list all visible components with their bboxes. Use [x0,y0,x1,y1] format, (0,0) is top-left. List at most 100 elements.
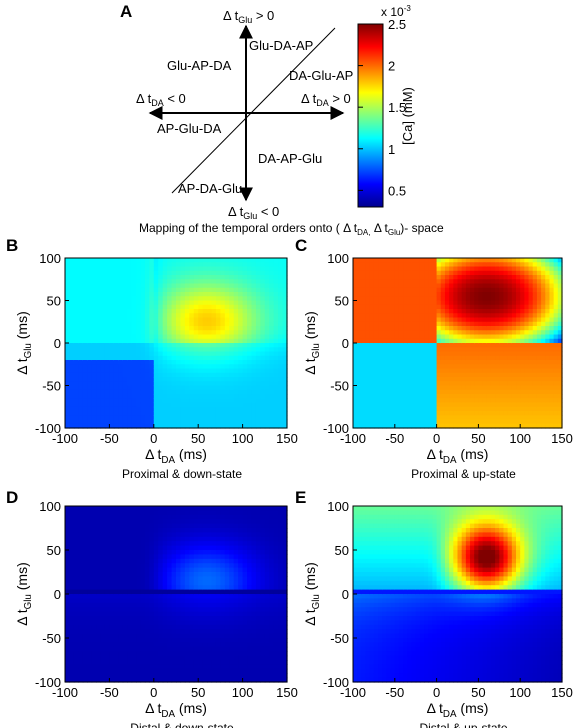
heatmap-cell [193,262,199,268]
heatmap-cell [403,304,408,310]
heatmap-cell [507,355,513,361]
heatmap-cell [394,313,400,319]
heatmap-cell [482,266,488,272]
heatmap-cell [158,563,164,569]
heatmap-cell [516,385,521,391]
heatmap-cell [436,394,442,399]
heatmap-cell [520,326,525,331]
heatmap-cell [398,330,404,336]
heatmap-cell [378,292,383,297]
heatmap-cell [144,532,150,538]
heatmap-cell [82,646,88,652]
heatmap-cell [553,377,559,382]
heatmap-cell [131,677,137,683]
heatmap-cell [382,313,388,319]
heatmap-cell [369,394,375,399]
heatmap-cell [482,258,488,263]
heatmap-cell [149,611,155,617]
heatmap-cell [424,334,429,340]
heatmap-cell [386,292,392,297]
heatmap-cell [104,660,110,665]
heatmap-cell [140,283,146,289]
heatmap-cell [65,321,71,327]
heatmap-cell [520,355,525,361]
heatmap-cell [440,287,446,293]
heatmap-cell [91,355,97,361]
heatmap-cell [365,377,371,382]
heatmap-cell [444,385,450,391]
heatmap-cell [549,258,555,263]
heatmap-cell [104,275,110,280]
heatmap-cell [403,415,408,421]
heatmap-cell [428,300,434,306]
heatmap-cell [382,372,388,378]
heatmap-cell [415,279,421,285]
heatmap-cell [136,532,142,538]
heatmap-cell [176,338,182,344]
heatmap-cell [118,629,124,635]
heatmap-cell [251,360,257,365]
heatmap-cell [127,381,133,387]
heatmap-cell [524,360,530,365]
heatmap-cell [549,283,555,289]
heatmap-cell [503,258,509,263]
heatmap-cell [247,292,253,297]
heatmap-cell [444,419,450,425]
heatmap-cell [149,550,155,555]
heatmap-cell [264,406,270,412]
heatmap-cell [486,334,492,340]
heatmap-cell [453,283,459,289]
heatmap-cell [444,423,450,429]
heatmap-cell [153,660,159,665]
heatmap-cell [524,411,530,416]
heatmap-cell [69,611,75,617]
heatmap-cell [269,398,275,404]
heatmap-cell [273,419,279,425]
heatmap-cell [167,343,173,348]
heatmap-cell [428,423,434,429]
heatmap-cell [478,343,484,348]
heatmap-cell [242,389,248,395]
heatmap-cell [499,411,505,416]
heatmap-cell [549,287,555,293]
heatmap-cell [233,296,239,302]
heatmap-cell [189,287,195,293]
heatmap-cell [87,304,93,310]
heatmap-cell [167,266,173,272]
heatmap-cell [449,296,454,302]
heatmap-cell [207,266,213,272]
heatmap-cell [65,402,71,408]
heatmap-cell [461,300,467,306]
heatmap-cell [495,402,500,408]
heatmap-cell [478,292,484,297]
heatmap-cell [131,558,137,564]
heatmap-cell [184,296,190,302]
heatmap-cell [495,355,500,361]
heatmap-cell [528,326,534,331]
heatmap-cell [278,415,284,421]
heatmap-cell [465,377,471,382]
heatmap-cell [553,326,559,331]
heatmap-cell [461,279,467,285]
heatmap-cell [549,270,555,276]
heatmap-cell [211,279,217,285]
heatmap-cell [382,355,388,361]
heatmap-cell [65,419,71,425]
heatmap-cell [144,651,150,657]
heatmap-cell [171,287,177,293]
heatmap-cell [109,611,115,617]
heatmap-cell [465,262,471,268]
heatmap-cell [382,343,388,348]
heatmap-cell [520,411,525,416]
heatmap-cell [390,266,396,272]
heatmap-cell [162,347,168,353]
heatmap-cell [87,292,93,297]
heatmap-cell [167,309,173,314]
heatmap-cell [536,266,542,272]
heatmap-cell [189,372,195,378]
heatmap-cell [73,351,79,357]
heatmap-cell [140,389,146,395]
heatmap-cell [353,343,358,348]
heatmap-cell [153,514,159,520]
heatmap-cell [398,309,404,314]
